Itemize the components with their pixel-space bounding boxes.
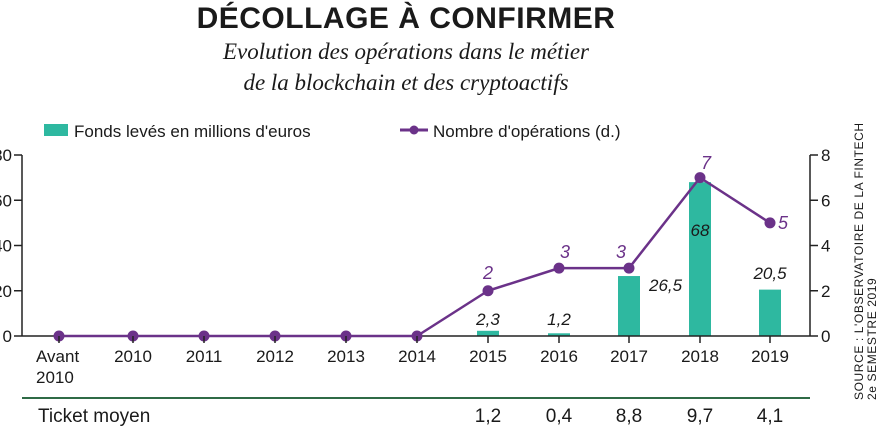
ticket-value: 8,8 xyxy=(616,406,642,427)
operations-point-2015 xyxy=(482,285,494,297)
x-tick-label: 2010 xyxy=(36,368,74,387)
ticket-value: 9,7 xyxy=(687,406,713,427)
y-right-tick-label: 8 xyxy=(821,146,830,165)
source-note: SOURCE : L'OBSERVATOIRE DE LA FINTECH 2e… xyxy=(852,100,879,400)
operations-value-label: 3 xyxy=(616,242,626,262)
y-right-tick-label: 2 xyxy=(821,282,830,301)
bar-2017 xyxy=(618,276,640,336)
y-right-tick-label: 4 xyxy=(821,237,830,256)
y-left-tick-label: 0 xyxy=(3,327,12,346)
bar-2015 xyxy=(477,330,499,336)
legend-label-operations: Nombre d'opérations (d.) xyxy=(433,122,621,141)
operations-point-2016 xyxy=(553,262,565,274)
ticket-row-label: Ticket moyen xyxy=(38,406,150,427)
legend-marker-operations xyxy=(409,125,419,135)
bar-value-label: 26,5 xyxy=(648,276,683,295)
bar-value-label: 1,2 xyxy=(547,310,571,329)
x-tick-label: 2017 xyxy=(610,347,648,366)
x-tick-label: 2010 xyxy=(114,347,152,366)
x-tick-label: Avant xyxy=(36,347,79,366)
subtitle-line-1: Evolution des opérations dans le métier xyxy=(222,39,590,64)
x-tick-label: 2018 xyxy=(681,347,719,366)
x-tick-label: 2013 xyxy=(327,347,365,366)
y-left-tick-label: 60 xyxy=(0,191,12,210)
ticket-value: 0,4 xyxy=(546,406,573,427)
chart-subtitle: Evolution des opérations dans le métier … xyxy=(0,36,812,98)
bar-value-label: 68 xyxy=(691,221,710,240)
x-tick-label: 2012 xyxy=(256,347,294,366)
chart-title: DÉCOLLAGE À CONFIRMER xyxy=(196,2,616,35)
y-left-tick-label: 40 xyxy=(0,237,12,256)
operations-line xyxy=(59,176,771,338)
bar-2018 xyxy=(689,182,711,336)
x-tick-label: 2019 xyxy=(751,347,789,366)
source-line-2: 2e SEMESTRE 2019 xyxy=(865,277,879,400)
x-tick-label: 2011 xyxy=(186,347,223,366)
operations-point-2018 xyxy=(694,172,706,184)
bar-value-label: 2,3 xyxy=(475,310,500,329)
y-right-tick-label: 0 xyxy=(821,327,830,346)
operations-point-2017 xyxy=(623,262,635,274)
operations-value-label: 7 xyxy=(701,153,712,173)
ticket-value: 1,2 xyxy=(475,406,501,427)
operations-point-2019 xyxy=(764,217,776,229)
legend-swatch-bars xyxy=(44,124,68,136)
y-left-tick-label: 20 xyxy=(0,282,12,301)
operations-value-label: 5 xyxy=(778,213,789,233)
subtitle-line-2: de la blockchain et des cryptoactifs xyxy=(243,70,569,95)
x-tick-label: 2015 xyxy=(469,347,507,366)
legend-label-bars: Fonds levés en millions d'euros xyxy=(74,122,311,141)
operations-value-label: 2 xyxy=(482,263,493,283)
bar-value-label: 20,5 xyxy=(752,264,787,283)
y-right-tick-label: 6 xyxy=(821,191,830,210)
y-left-tick-label: 80 xyxy=(0,146,12,165)
operations-value-label: 3 xyxy=(560,242,570,262)
bar-2016 xyxy=(548,333,570,336)
x-tick-label: 2016 xyxy=(540,347,578,366)
ticket-value: 4,1 xyxy=(757,406,783,427)
bar-2019 xyxy=(759,289,781,336)
x-tick-label: 2014 xyxy=(398,347,436,366)
